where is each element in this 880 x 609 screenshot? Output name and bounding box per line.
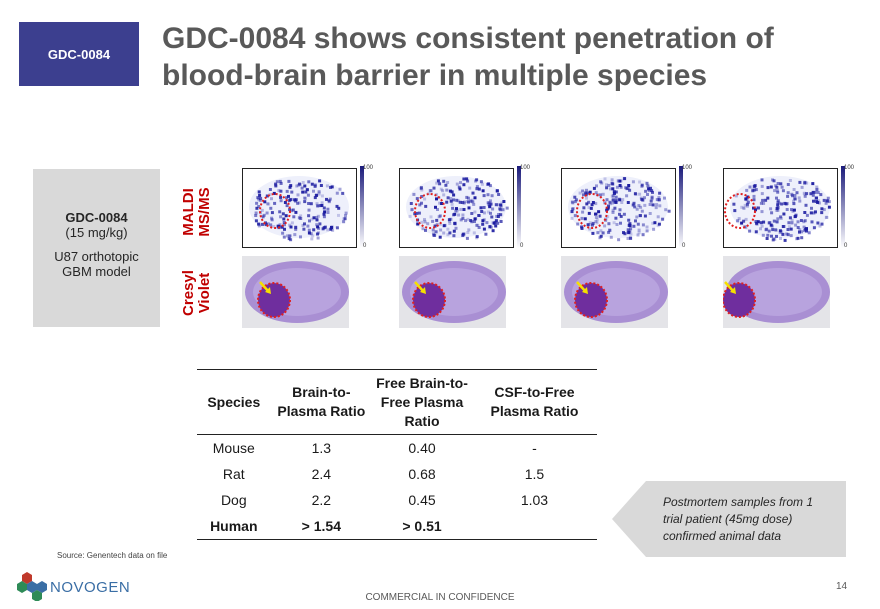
table-cell: > 1.54 [270,513,373,540]
cresyl-violet-image [242,256,349,328]
table-cell: Rat [222,466,245,482]
maldi-image [242,168,357,248]
nissl-row-label: Cresyl Violet [180,263,215,323]
table-cell [471,513,597,540]
callout-text: Postmortem samples from 1 trial patient … [663,495,814,543]
model-line-2: GBM model [62,264,131,279]
table-cell: 1.03 [520,492,549,508]
intensity-colorbar [679,166,683,248]
colorbar-max-label: 100 [682,165,693,171]
colorbar-max-label: 100 [363,165,374,171]
table-cell: 1.3 [311,440,332,456]
table-cell: > 0.51 [372,513,472,540]
colorbar-min-label: 0 [844,243,848,249]
intensity-colorbar [517,166,521,248]
colorbar-max-label: 100 [520,165,531,171]
table-cell: 1.5 [524,466,545,482]
section-tag-label: GDC-0084 [47,46,111,62]
table-cell: 0.68 [408,466,436,482]
maldi-label-line-1: MALDI [180,188,197,236]
confidentiality-footer: COMMERCIAL IN CONFIDENCE [365,592,515,603]
table-cell: 2.2 [311,492,332,508]
table-cell: 0.45 [408,492,436,508]
intensity-colorbar [360,166,364,248]
table-row: Mouse 1.3 0.40 - [197,435,597,462]
source-note: Source: Genentech data on file [57,551,168,560]
table-cell: 2.4 [311,466,332,482]
slide-title: GDC-0084 shows consistent penetration of… [162,22,774,92]
model-line-1: U87 orthotopic [54,249,139,264]
maldi-image [399,168,514,248]
header-species: Species [197,369,271,435]
table-row: Rat 2.4 0.68 1.5 [197,461,597,487]
study-info-box: GDC-0084 (15 mg/kg) U87 orthotopic GBM m… [33,169,160,327]
colorbar-min-label: 0 [682,243,686,249]
table-cell: 0.40 [408,440,436,456]
section-tag: GDC-0084 [19,22,139,86]
header-free-brain-plasma: Free Brain-to-Free Plasma Ratio [372,369,472,435]
table-header-row: Species Brain-to-Plasma Ratio Free Brain… [197,369,597,435]
colorbar-min-label: 0 [363,243,367,249]
nissl-label-line-2: Violet [196,272,213,314]
dose-text: (15 mg/kg) [65,225,128,240]
table-row: Dog 2.2 0.45 1.03 [197,487,597,513]
table-cell: - [532,440,537,456]
cresyl-violet-image [399,256,506,328]
colorbar-min-label: 0 [520,243,524,249]
compound-name: GDC-0084 [65,210,128,225]
novogen-logo-icon [17,572,47,601]
nissl-label-line-1: Cresyl [180,270,197,316]
colorbar-max-label: 100 [844,165,855,171]
maldi-image [561,168,676,248]
cresyl-violet-image [723,256,830,328]
maldi-label-line-2: MS/MS [196,187,213,237]
intensity-colorbar [841,166,845,248]
header-brain-plasma: Brain-to-Plasma Ratio [270,369,373,435]
table-row: Human > 1.54 > 0.51 [197,513,597,540]
table-cell: Mouse [212,440,255,456]
maldi-image [723,168,838,248]
cresyl-violet-image [561,256,668,328]
logo-text: NOVOGEN [50,579,131,596]
maldi-row-label: MALDI MS/MS [180,182,215,242]
table-cell: Human [197,513,271,540]
header-csf-plasma: CSF-to-Free Plasma Ratio [471,369,597,435]
page-number: 14 [836,581,848,592]
table-cell: Dog [220,492,247,508]
callout-arrow-shape [612,481,846,557]
ratio-table: Species Brain-to-Plasma Ratio Free Brain… [197,369,597,540]
